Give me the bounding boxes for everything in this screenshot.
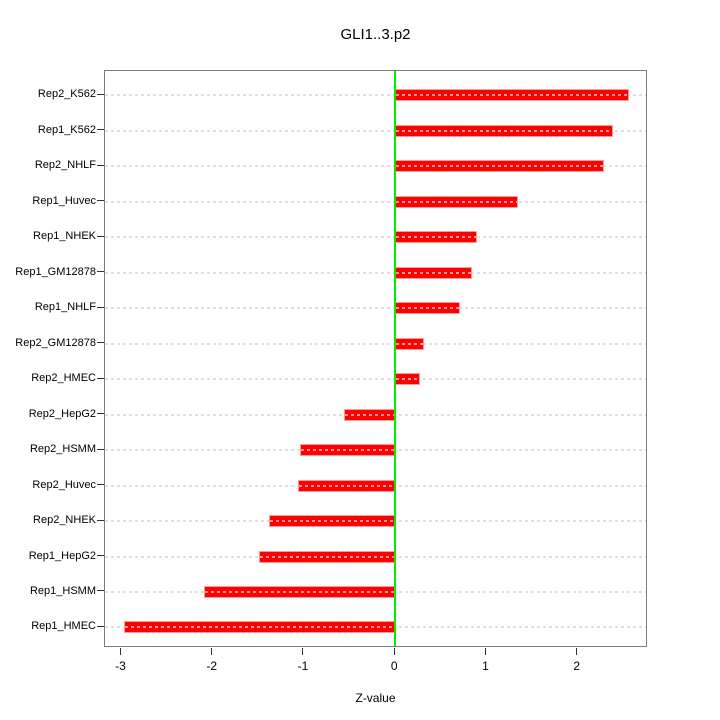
y-axis-tick bbox=[97, 377, 104, 379]
y-axis-label: Rep2_K562 bbox=[37, 88, 96, 101]
y-axis-tick bbox=[97, 271, 104, 273]
x-axis-tick-label: -1 bbox=[297, 659, 309, 673]
y-axis-label: Rep2_Huvec bbox=[32, 478, 96, 491]
bar bbox=[395, 124, 614, 137]
row-gridline bbox=[105, 236, 646, 239]
bar bbox=[300, 444, 396, 457]
bar-dash-overlay bbox=[396, 165, 604, 168]
bar-dash-overlay bbox=[396, 236, 477, 239]
bar bbox=[395, 89, 629, 102]
y-axis-label: Rep1_HepG2 bbox=[28, 549, 96, 562]
bar-dash-overlay bbox=[396, 129, 613, 132]
bar-dash-overlay bbox=[301, 449, 395, 452]
bar-dash-overlay bbox=[396, 271, 471, 274]
bar bbox=[395, 337, 425, 350]
y-axis-tick bbox=[97, 342, 104, 344]
y-axis-label: Rep1_HSMM bbox=[29, 584, 96, 597]
x-axis-tick bbox=[119, 648, 121, 655]
y-axis-tick bbox=[97, 519, 104, 521]
y-axis-tick bbox=[97, 93, 104, 95]
y-axis-tick bbox=[97, 413, 104, 415]
bar-dash-overlay bbox=[396, 342, 424, 345]
y-axis-label: Rep1_NHLF bbox=[34, 301, 96, 314]
y-axis-label: Rep1_Huvec bbox=[32, 194, 96, 207]
bar-dash-overlay bbox=[270, 520, 395, 523]
bar bbox=[395, 266, 472, 279]
plot-area bbox=[104, 70, 647, 647]
row-gridline bbox=[105, 129, 646, 132]
y-axis-tick bbox=[97, 625, 104, 627]
y-axis-tick bbox=[97, 129, 104, 131]
y-axis-label: Rep1_HMEC bbox=[31, 620, 96, 633]
bar bbox=[203, 585, 396, 598]
bar-dash-overlay bbox=[396, 307, 459, 310]
bar bbox=[395, 160, 605, 173]
y-axis-tick bbox=[97, 306, 104, 308]
zero-reference-line bbox=[394, 71, 397, 646]
x-axis-tick bbox=[211, 648, 213, 655]
bar bbox=[124, 621, 396, 634]
row-gridline bbox=[105, 200, 646, 203]
x-axis-tick bbox=[302, 648, 304, 655]
bar bbox=[269, 515, 396, 528]
bar-dash-overlay bbox=[204, 590, 395, 593]
y-axis-label: Rep2_HMEC bbox=[31, 372, 96, 385]
x-axis-tick bbox=[484, 648, 486, 655]
y-axis-label: Rep2_GM12878 bbox=[15, 336, 96, 349]
row-gridline bbox=[105, 165, 646, 168]
chart-title: GLI1..3.p2 bbox=[340, 26, 411, 43]
x-axis-tick-label: 0 bbox=[390, 659, 398, 673]
y-axis-label: Rep2_HSMM bbox=[29, 443, 96, 456]
y-axis-label: Rep1_NHEK bbox=[33, 230, 96, 243]
bar bbox=[298, 479, 396, 492]
y-axis-label: Rep2_HepG2 bbox=[28, 407, 96, 420]
bar-dash-overlay bbox=[260, 555, 395, 558]
x-axis-tick bbox=[393, 648, 395, 655]
y-axis-tick bbox=[97, 484, 104, 486]
row-gridline bbox=[105, 342, 646, 345]
row-gridline bbox=[105, 94, 646, 97]
row-gridline bbox=[105, 378, 646, 381]
bar-dash-overlay bbox=[396, 94, 628, 97]
y-axis-tick bbox=[97, 164, 104, 166]
x-axis-tick-label: -3 bbox=[115, 659, 126, 673]
bar bbox=[395, 302, 460, 315]
x-axis-tick-label: 1 bbox=[482, 659, 489, 673]
bar-dash-overlay bbox=[396, 378, 419, 381]
bar bbox=[395, 231, 478, 244]
bar-dash-overlay bbox=[125, 626, 395, 629]
row-gridline bbox=[105, 307, 646, 310]
x-axis-tick bbox=[576, 648, 578, 655]
y-axis-tick bbox=[97, 200, 104, 202]
y-axis-label: Rep1_GM12878 bbox=[15, 265, 96, 278]
y-axis-tick bbox=[97, 590, 104, 592]
x-axis-tick-label: -2 bbox=[206, 659, 217, 673]
row-gridline bbox=[105, 271, 646, 274]
bar-dash-overlay bbox=[345, 413, 395, 416]
x-axis-title: Z-value bbox=[355, 691, 396, 705]
y-axis-label: Rep2_NHLF bbox=[34, 159, 96, 172]
y-axis-label: Rep1_K562 bbox=[37, 123, 96, 136]
y-axis-label: Rep2_NHEK bbox=[33, 514, 96, 527]
bar-dash-overlay bbox=[396, 200, 518, 203]
y-axis-tick bbox=[97, 555, 104, 556]
bar bbox=[259, 550, 396, 563]
y-axis-tick bbox=[97, 448, 104, 450]
bar-dash-overlay bbox=[299, 484, 395, 487]
x-axis-tick-label: 2 bbox=[573, 659, 581, 673]
bar bbox=[395, 373, 420, 386]
bar bbox=[395, 195, 519, 208]
bar bbox=[344, 408, 396, 421]
y-axis-tick bbox=[97, 235, 104, 237]
